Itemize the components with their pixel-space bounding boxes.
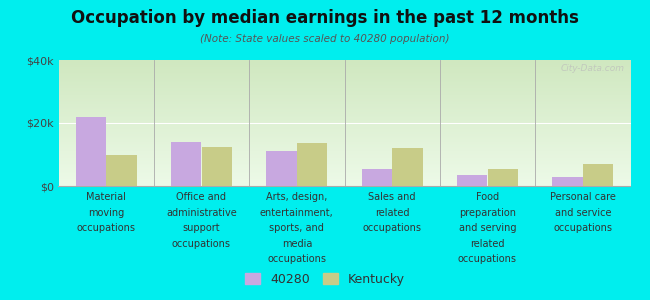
Text: City-Data.com: City-Data.com <box>561 64 625 73</box>
Bar <box>202 147 232 186</box>
Text: Material: Material <box>86 192 126 202</box>
Text: occupations: occupations <box>363 223 422 233</box>
Text: Arts, design,: Arts, design, <box>266 192 328 202</box>
Bar <box>106 154 136 186</box>
Bar <box>297 143 328 186</box>
Bar <box>361 169 392 186</box>
Text: Office and: Office and <box>177 192 226 202</box>
Text: occupations: occupations <box>267 254 326 264</box>
Text: (Note: State values scaled to 40280 population): (Note: State values scaled to 40280 popu… <box>200 34 450 44</box>
Text: related: related <box>470 239 505 249</box>
Text: occupations: occupations <box>458 254 517 264</box>
Bar <box>266 151 297 186</box>
Text: Personal care: Personal care <box>550 192 616 202</box>
Text: and service: and service <box>554 208 611 218</box>
Text: occupations: occupations <box>77 223 136 233</box>
Text: and serving: and serving <box>459 223 516 233</box>
Text: entertainment,: entertainment, <box>260 208 333 218</box>
Bar <box>552 176 583 186</box>
Text: support: support <box>183 223 220 233</box>
Text: moving: moving <box>88 208 124 218</box>
Bar <box>171 142 202 186</box>
Bar <box>488 169 518 186</box>
Text: occupations: occupations <box>172 239 231 249</box>
Text: Occupation by median earnings in the past 12 months: Occupation by median earnings in the pas… <box>71 9 579 27</box>
Text: sports, and: sports, and <box>269 223 324 233</box>
Text: preparation: preparation <box>459 208 516 218</box>
Text: related: related <box>375 208 410 218</box>
Text: Sales and: Sales and <box>369 192 416 202</box>
Bar <box>392 148 422 186</box>
Text: media: media <box>281 239 312 249</box>
Bar <box>75 117 106 186</box>
Bar <box>583 164 614 186</box>
Text: administrative: administrative <box>166 208 237 218</box>
Text: occupations: occupations <box>553 223 612 233</box>
Bar <box>457 175 488 186</box>
Legend: 40280, Kentucky: 40280, Kentucky <box>240 268 410 291</box>
Text: Food: Food <box>476 192 499 202</box>
